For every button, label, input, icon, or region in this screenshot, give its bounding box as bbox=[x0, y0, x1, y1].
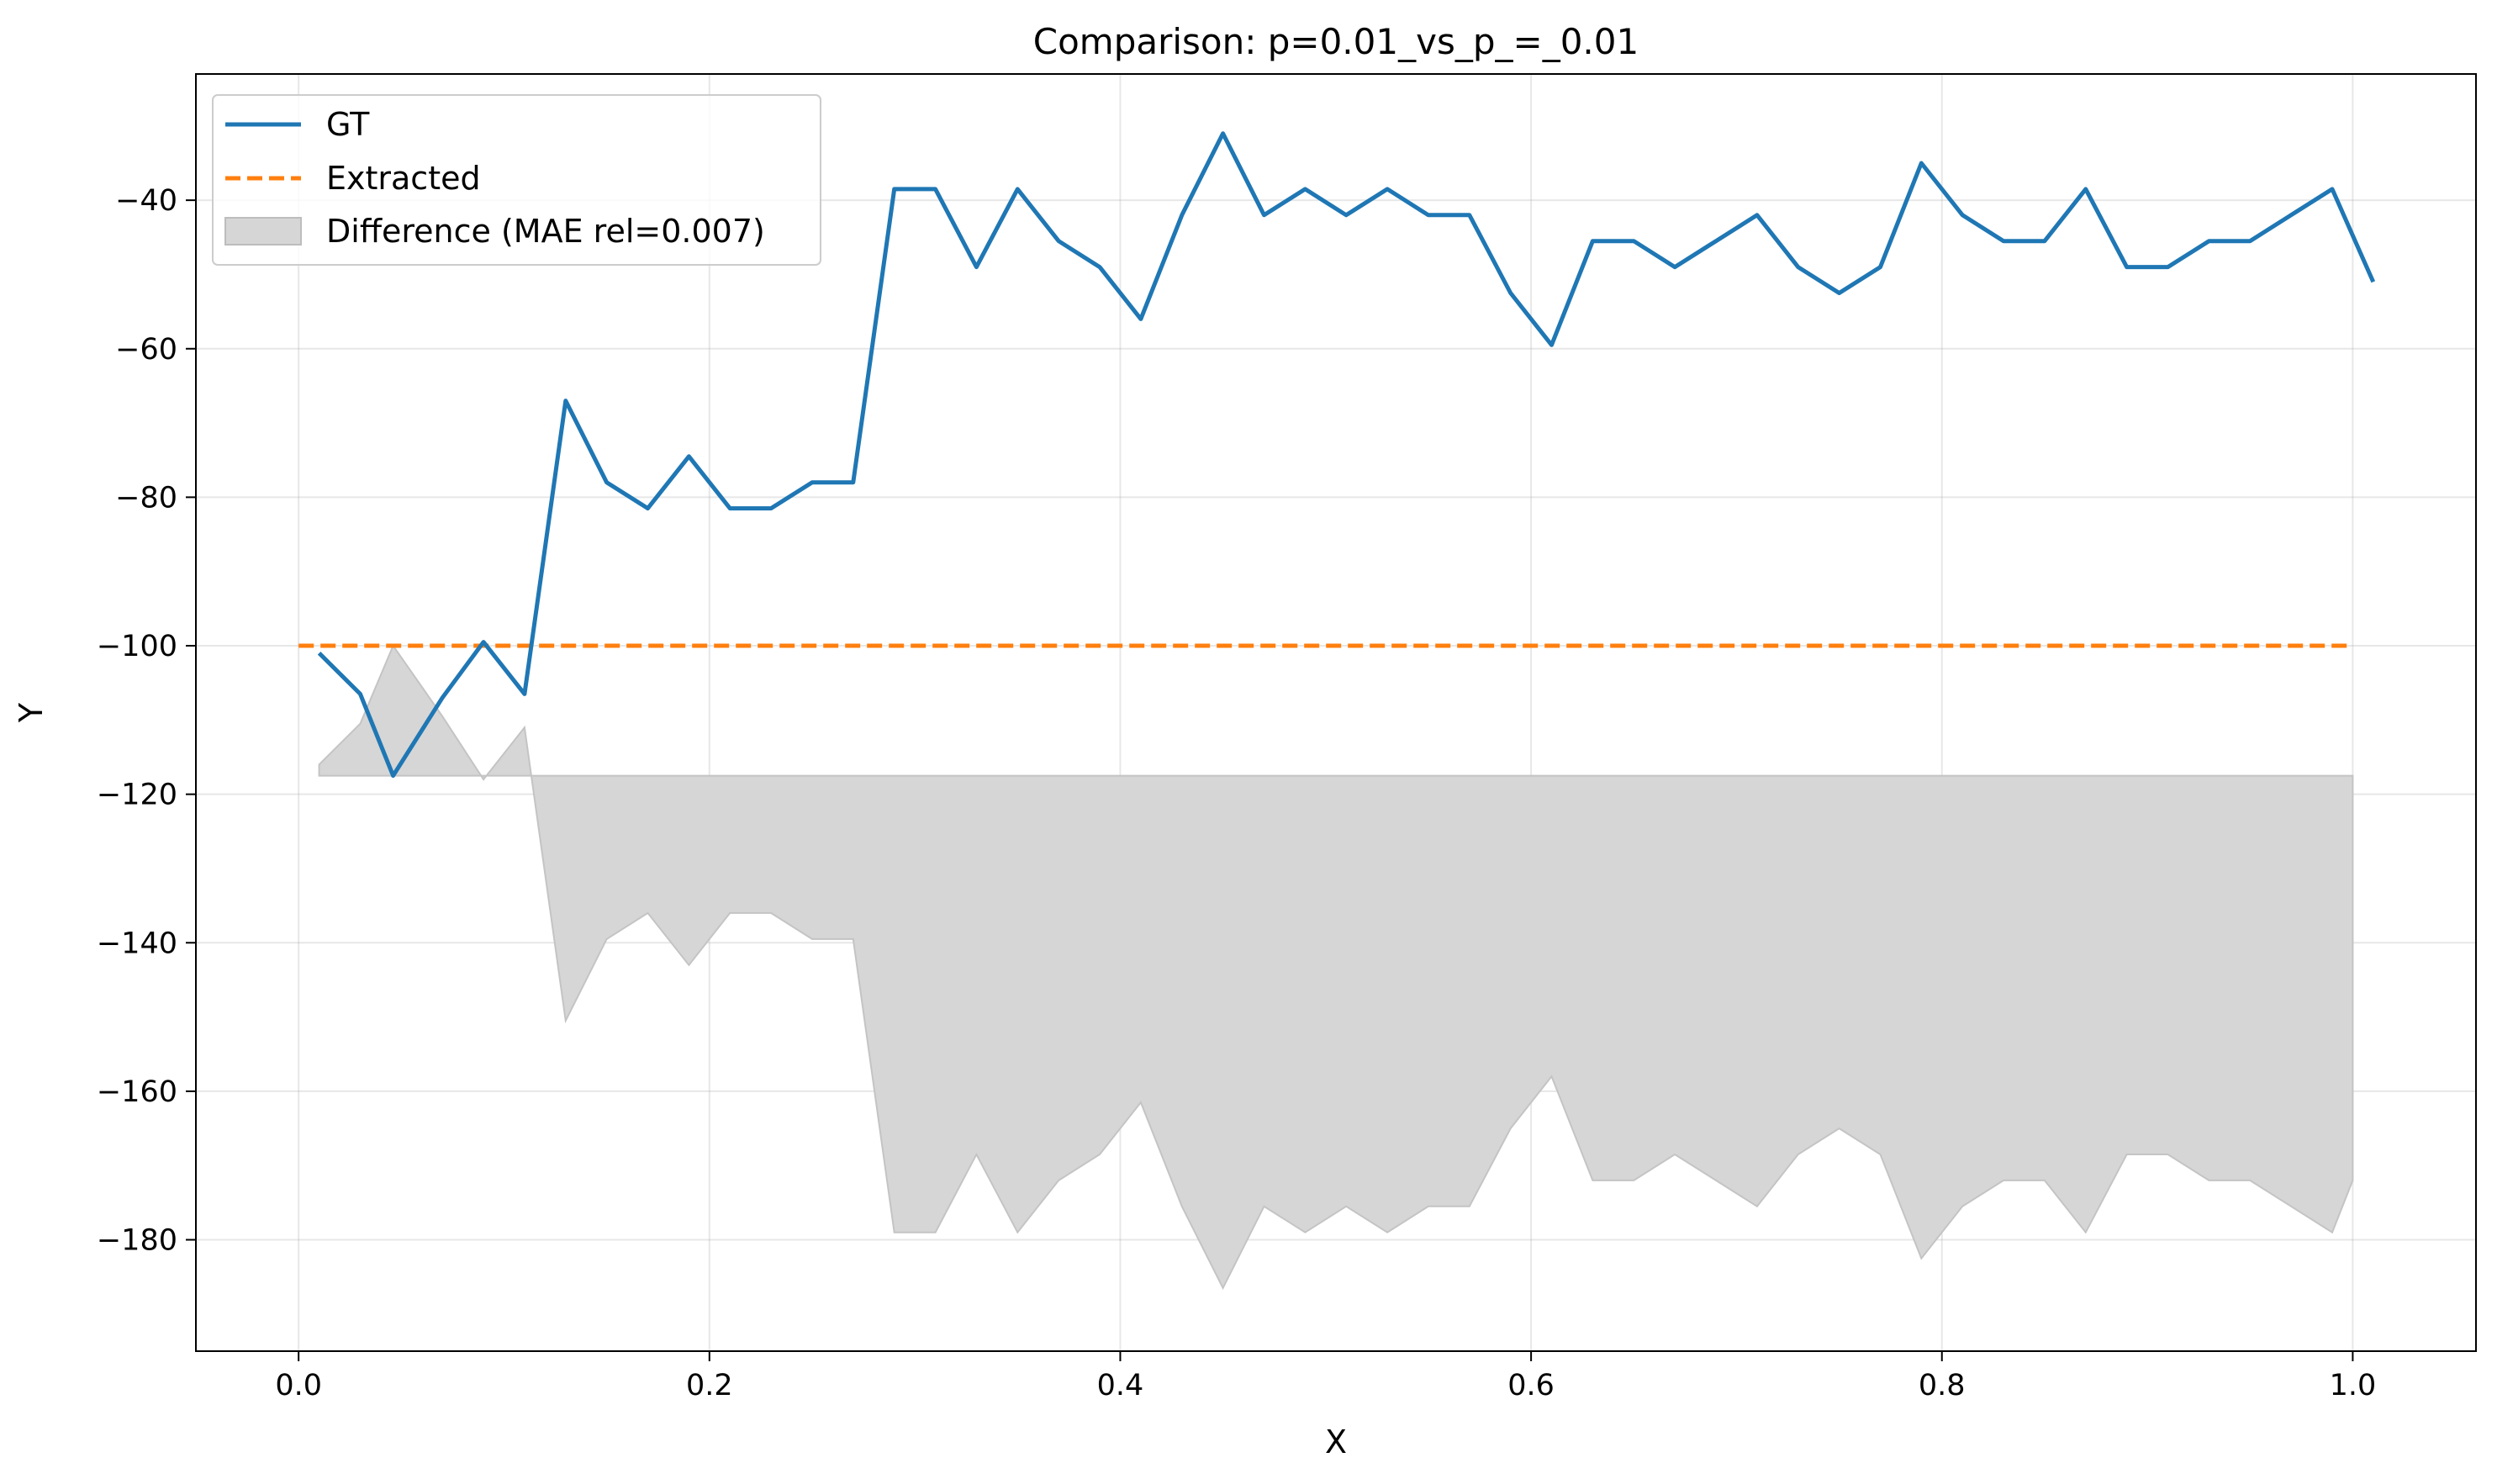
x-axis-label: X bbox=[1325, 1423, 1347, 1460]
y-tick-label: −80 bbox=[115, 481, 177, 515]
legend-box bbox=[212, 94, 821, 266]
y-axis-label: Y bbox=[13, 702, 50, 723]
x-axis-ticks: 0.0 0.2 0.4 0.6 0.8 1.0 bbox=[275, 1351, 2376, 1402]
legend: GT Extracted Difference (MAE rel=0.007) bbox=[212, 94, 821, 266]
difference-area bbox=[318, 643, 2354, 1291]
y-tick-label: −40 bbox=[115, 184, 177, 218]
legend-difference-swatch bbox=[224, 217, 302, 246]
x-tick-label: 0.2 bbox=[686, 1369, 733, 1402]
x-tick-label: 0.6 bbox=[1507, 1369, 1555, 1402]
legend-extracted-label: Extracted bbox=[326, 160, 481, 197]
y-tick-label: −160 bbox=[97, 1075, 177, 1109]
x-tick-label: 1.0 bbox=[2330, 1369, 2377, 1402]
plot-area-frame bbox=[195, 73, 2477, 1352]
y-axis-ticks: −40 −60 −80 −100 −120 −140 −160 −180 bbox=[97, 184, 196, 1258]
chart-title: Comparison: p=0.01_vs_p_=_0.01 bbox=[1033, 21, 1639, 62]
y-tick-label: −60 bbox=[115, 333, 177, 367]
y-tick-label: −120 bbox=[97, 779, 177, 812]
x-tick-label: 0.8 bbox=[1919, 1369, 1966, 1402]
legend-difference-label: Difference (MAE rel=0.007) bbox=[326, 213, 765, 250]
y-tick-label: −140 bbox=[97, 927, 177, 960]
y-tick-label: −180 bbox=[97, 1224, 177, 1258]
x-tick-label: 0.4 bbox=[1097, 1369, 1144, 1402]
gt-series-line bbox=[317, 131, 2376, 779]
difference-area-layer bbox=[318, 643, 2354, 1291]
y-tick-label: −100 bbox=[97, 630, 177, 663]
x-tick-label: 0.0 bbox=[275, 1369, 322, 1402]
legend-gt-label: GT bbox=[326, 106, 370, 143]
series-layer bbox=[298, 131, 2376, 779]
